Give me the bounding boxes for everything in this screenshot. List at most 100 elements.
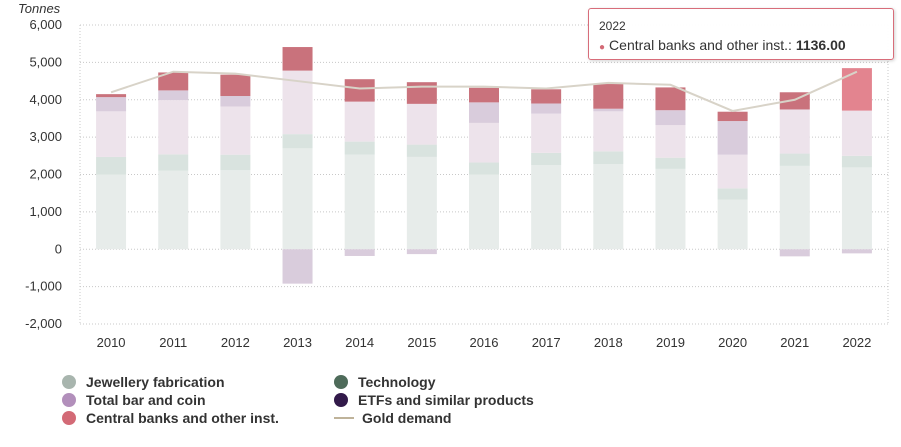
bar-etf-2018[interactable] xyxy=(593,108,624,112)
bar-jewellery-2016[interactable] xyxy=(469,174,499,250)
bar-etf-2017[interactable] xyxy=(531,103,562,114)
x-tick-label: 2016 xyxy=(470,335,499,350)
bar-etf-2010[interactable] xyxy=(96,97,127,112)
bar-technology-2019[interactable] xyxy=(655,157,686,169)
gold-demand-line[interactable] xyxy=(110,70,858,112)
bar-cb-2013[interactable] xyxy=(282,47,313,71)
legend-item[interactable]: Gold demand xyxy=(334,409,594,426)
bar-cb-2018[interactable] xyxy=(593,84,624,109)
y-tick-label: 2,000 xyxy=(29,167,62,182)
bar-technology-2020[interactable] xyxy=(717,188,748,200)
y-tick-label: -2,000 xyxy=(25,316,62,331)
bar-barcoin-2015[interactable] xyxy=(406,103,437,145)
bar-cb-2019[interactable] xyxy=(655,87,686,111)
tooltip-row: ● Central banks and other inst.: 1136.00 xyxy=(599,37,885,53)
bar-jewellery-2021[interactable] xyxy=(779,165,810,250)
bar-cb-2012[interactable] xyxy=(220,74,251,97)
bar-cb-2020[interactable] xyxy=(717,111,748,122)
legend-label: Gold demand xyxy=(362,409,452,426)
tooltip-year: 2022 xyxy=(599,19,626,33)
bar-cb-2014[interactable] xyxy=(344,79,375,102)
bar-jewellery-2020[interactable] xyxy=(717,199,748,250)
y-tick-label: 3,000 xyxy=(29,129,62,144)
bar-cb-2011[interactable] xyxy=(158,72,189,91)
bar-barcoin-2011[interactable] xyxy=(158,100,189,155)
x-tick-label: 2017 xyxy=(532,335,561,350)
bar-jewellery-2011[interactable] xyxy=(158,170,189,250)
bar-barcoin-2014[interactable] xyxy=(344,101,375,142)
bar-etf-2011[interactable] xyxy=(158,90,189,101)
bar-cb-2015[interactable] xyxy=(406,82,437,104)
bar-jewellery-2014[interactable] xyxy=(344,154,375,250)
bar-cb-2016[interactable] xyxy=(469,87,499,103)
bar-technology-2010[interactable] xyxy=(96,156,127,175)
bar-technology-2017[interactable] xyxy=(531,152,562,166)
bar-barcoin-2017[interactable] xyxy=(531,113,562,153)
bar-cb-2010[interactable] xyxy=(96,94,127,98)
bar-barcoin-2021[interactable] xyxy=(779,109,810,154)
bar-jewellery-2017[interactable] xyxy=(531,165,562,250)
legend-item[interactable]: Central banks and other inst. xyxy=(62,409,334,426)
legend-dot-icon xyxy=(62,392,76,407)
grid xyxy=(79,24,889,325)
legend-item[interactable]: Total bar and coin xyxy=(62,391,334,408)
bar-barcoin-2019[interactable] xyxy=(655,125,686,158)
bar-technology-2021[interactable] xyxy=(779,153,810,166)
bar-etf-2022[interactable] xyxy=(841,249,872,254)
legend-dot-icon xyxy=(334,392,348,407)
bar-technology-2015[interactable] xyxy=(406,144,437,157)
bar-jewellery-2015[interactable] xyxy=(406,156,437,250)
bar-technology-2022[interactable] xyxy=(841,155,872,168)
bar-technology-2016[interactable] xyxy=(469,162,499,175)
y-tick-label: 6,000 xyxy=(29,17,62,32)
legend-item[interactable]: ETFs and similar products xyxy=(334,391,594,408)
x-tick-label: 2015 xyxy=(407,335,436,350)
gold-demand-line-group xyxy=(110,70,858,112)
x-tick-label: 2012 xyxy=(221,335,250,350)
bar-barcoin-2012[interactable] xyxy=(220,106,251,155)
x-tick-label: 2011 xyxy=(159,335,187,350)
x-tick-label: 2014 xyxy=(345,335,374,350)
bar-etf-2015[interactable] xyxy=(406,249,437,255)
bar-etf-2016[interactable] xyxy=(469,102,499,123)
bar-jewellery-2022[interactable] xyxy=(841,167,872,250)
bar-jewellery-2012[interactable] xyxy=(220,170,251,250)
bar-etf-2021[interactable] xyxy=(779,249,810,257)
legend-label: Jewellery fabrication xyxy=(86,373,225,390)
bar-jewellery-2010[interactable] xyxy=(96,174,127,250)
bar-technology-2013[interactable] xyxy=(282,134,313,149)
x-tick-label: 2020 xyxy=(718,335,747,350)
bar-etf-2013[interactable] xyxy=(282,249,313,284)
bar-barcoin-2022[interactable] xyxy=(841,110,872,156)
bar-cb-2022[interactable] xyxy=(841,68,872,111)
bar-jewellery-2013[interactable] xyxy=(282,148,313,250)
bar-cb-2017[interactable] xyxy=(531,89,562,104)
bar-etf-2012[interactable] xyxy=(220,96,251,107)
y-tick-label: 5,000 xyxy=(29,54,62,69)
bar-barcoin-2016[interactable] xyxy=(469,122,499,163)
bar-technology-2012[interactable] xyxy=(220,154,251,171)
x-tick-label: 2013 xyxy=(283,335,312,350)
y-axis-ticks: -2,000 -1,000 0 1,000 2,000 3,000 4,000 5,000 6,… xyxy=(25,17,62,331)
tooltip-series-dot-icon: ● xyxy=(599,42,606,53)
bars xyxy=(96,47,872,284)
legend-item[interactable]: Jewellery fabrication xyxy=(62,373,334,390)
bar-barcoin-2010[interactable] xyxy=(96,111,127,157)
x-tick-label: 2010 xyxy=(97,335,126,350)
tooltip-series-label: Central banks and other inst.: xyxy=(609,37,792,53)
bar-barcoin-2018[interactable] xyxy=(593,111,624,152)
bar-technology-2011[interactable] xyxy=(158,154,189,171)
bar-etf-2014[interactable] xyxy=(344,249,375,256)
bar-jewellery-2018[interactable] xyxy=(593,164,624,250)
legend-line-icon xyxy=(334,416,354,419)
bar-etf-2019[interactable] xyxy=(655,110,686,126)
bar-technology-2014[interactable] xyxy=(344,141,375,155)
y-tick-label: 1,000 xyxy=(29,204,62,219)
bar-barcoin-2020[interactable] xyxy=(717,154,748,189)
bar-technology-2018[interactable] xyxy=(593,151,624,165)
bar-etf-2020[interactable] xyxy=(717,121,748,155)
bar-jewellery-2019[interactable] xyxy=(655,168,686,250)
legend-item[interactable]: Technology xyxy=(334,373,594,390)
legend-label: Technology xyxy=(358,373,436,390)
